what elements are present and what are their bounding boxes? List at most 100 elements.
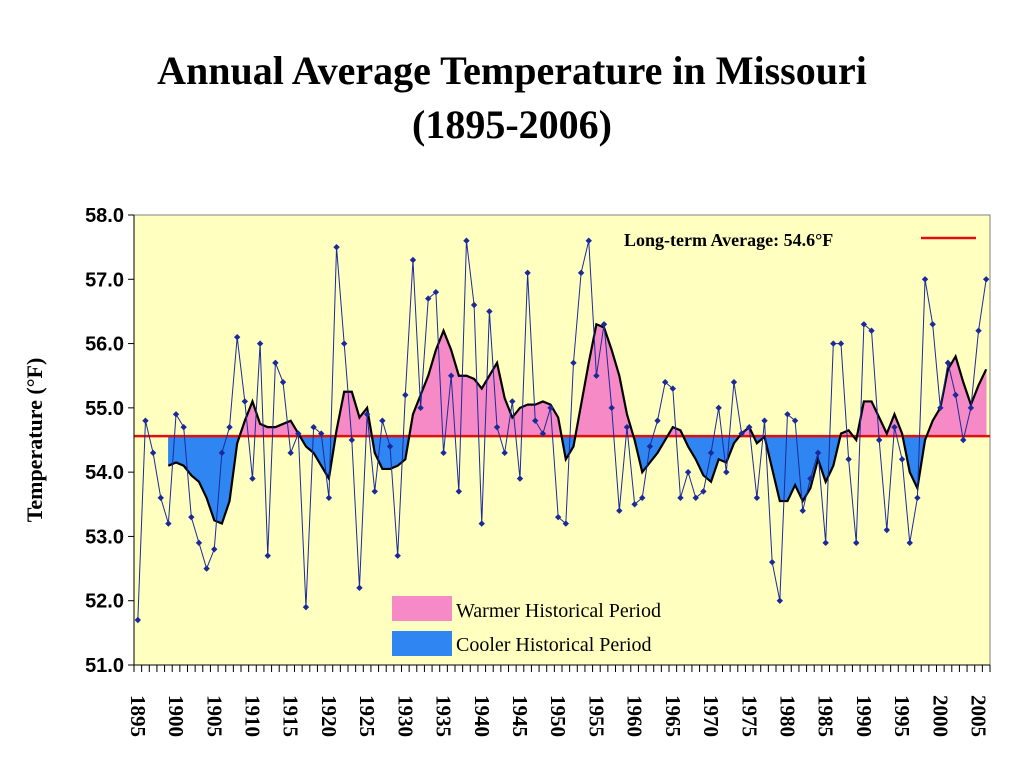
data-point-marker: [509, 398, 516, 405]
data-point-marker: [371, 488, 378, 495]
warmer-period-fill: [466, 375, 475, 437]
data-point-marker: [272, 359, 279, 367]
legend-swatch-warmer: [392, 596, 452, 621]
data-point-marker: [524, 269, 531, 277]
data-point-marker: [707, 449, 715, 457]
data-point-marker: [432, 288, 440, 296]
data-point-marker: [203, 565, 210, 572]
y-tick-label: 52.0: [85, 591, 124, 613]
data-point-marker: [417, 404, 424, 412]
warmer-period-fill: [458, 375, 467, 437]
data-point-marker: [149, 449, 157, 457]
x-tick-label: 1945: [508, 695, 532, 737]
x-tick-label: 1905: [202, 695, 226, 737]
x-tick-label: 1960: [623, 695, 647, 737]
data-point-marker: [241, 398, 249, 405]
data-point-marker: [761, 417, 768, 424]
x-tick-label: 1965: [661, 695, 685, 737]
data-point-marker: [333, 243, 340, 251]
x-tick-label: 1900: [164, 695, 188, 737]
data-point-marker: [669, 385, 677, 392]
x-tick-label: 1990: [852, 695, 876, 737]
data-point-marker: [784, 411, 791, 418]
x-tick-label: 1995: [890, 695, 914, 737]
data-point-marker: [440, 449, 447, 457]
data-point-marker: [516, 475, 524, 482]
data-point-marker: [952, 391, 959, 399]
data-point-marker: [539, 430, 547, 437]
data-point-marker: [639, 494, 646, 502]
x-tick-label: 1930: [393, 695, 417, 737]
legend-label-cooler: Cooler Historical Period: [456, 634, 652, 656]
data-point-marker: [363, 411, 371, 418]
data-point-marker: [853, 539, 860, 547]
data-point-marker: [295, 430, 302, 437]
y-tick-label: 56.0: [85, 334, 124, 356]
data-point-marker: [982, 276, 990, 283]
data-point-marker: [715, 404, 722, 412]
data-point-marker: [700, 488, 707, 495]
data-point-marker: [921, 276, 929, 283]
data-point-marker: [470, 301, 478, 309]
data-point-marker: [233, 333, 241, 341]
warmer-period-fill: [596, 323, 605, 437]
data-point-marker: [394, 552, 401, 559]
data-point-marker: [310, 423, 317, 431]
data-point-marker: [975, 327, 982, 334]
data-point-marker: [830, 340, 837, 347]
data-point-marker: [409, 256, 417, 264]
data-point-marker: [799, 507, 806, 514]
y-tick-label: 57.0: [85, 269, 124, 291]
data-point-marker: [318, 430, 325, 437]
data-point-marker: [738, 430, 745, 437]
data-point-marker: [455, 488, 463, 495]
data-point-marker: [218, 449, 226, 457]
data-point-marker: [967, 404, 975, 412]
annual-temperature-line: [137, 240, 987, 621]
x-tick-label: 1895: [126, 695, 150, 737]
data-point-marker: [776, 597, 784, 604]
data-point-marker: [348, 436, 356, 444]
data-point-marker: [256, 340, 264, 347]
average-label: Long-term Average: 54.6°F: [624, 230, 833, 250]
data-point-markers: [134, 237, 990, 624]
chart-title-line-1: Annual Average Temperature in Missouri: [157, 48, 867, 93]
data-point-marker: [875, 436, 883, 444]
x-tick-label: 1915: [279, 695, 303, 737]
data-point-marker: [937, 404, 944, 412]
data-point-marker: [134, 616, 142, 624]
x-tick-label: 1980: [775, 695, 799, 737]
y-tick-label: 51.0: [85, 655, 124, 677]
data-point-marker: [386, 443, 394, 450]
warmer-period-fill: [267, 426, 276, 437]
data-point-marker: [379, 417, 386, 424]
data-point-marker: [807, 475, 814, 482]
data-point-marker: [264, 552, 271, 559]
data-point-marker: [356, 584, 363, 592]
data-point-marker: [165, 520, 172, 527]
legend-swatch-cooler: [392, 631, 452, 656]
data-point-marker: [493, 423, 501, 431]
legend: Warmer Historical Period Cooler Historic…: [392, 596, 661, 656]
data-point-marker: [172, 411, 180, 418]
x-tick-label: 1935: [432, 695, 456, 737]
data-point-marker: [646, 443, 654, 450]
y-tick-label: 55.0: [85, 398, 124, 420]
x-tick-label: 1970: [699, 695, 723, 737]
data-point-marker: [677, 494, 684, 502]
data-point-marker: [425, 295, 432, 302]
data-point-marker: [501, 449, 508, 457]
data-point-marker: [623, 423, 631, 431]
data-point-marker: [753, 494, 761, 502]
data-point-marker: [845, 456, 852, 463]
data-point-marker: [463, 237, 470, 244]
data-point-marker: [631, 501, 638, 508]
x-tick-label: 1955: [584, 695, 608, 737]
data-point-marker: [868, 327, 875, 334]
data-point-marker: [692, 494, 699, 502]
average-annotation: Long-term Average: 54.6°F: [618, 226, 976, 254]
data-point-marker: [616, 507, 623, 514]
data-point-marker: [898, 456, 906, 463]
legend-label-warmer: Warmer Historical Period: [456, 600, 661, 622]
